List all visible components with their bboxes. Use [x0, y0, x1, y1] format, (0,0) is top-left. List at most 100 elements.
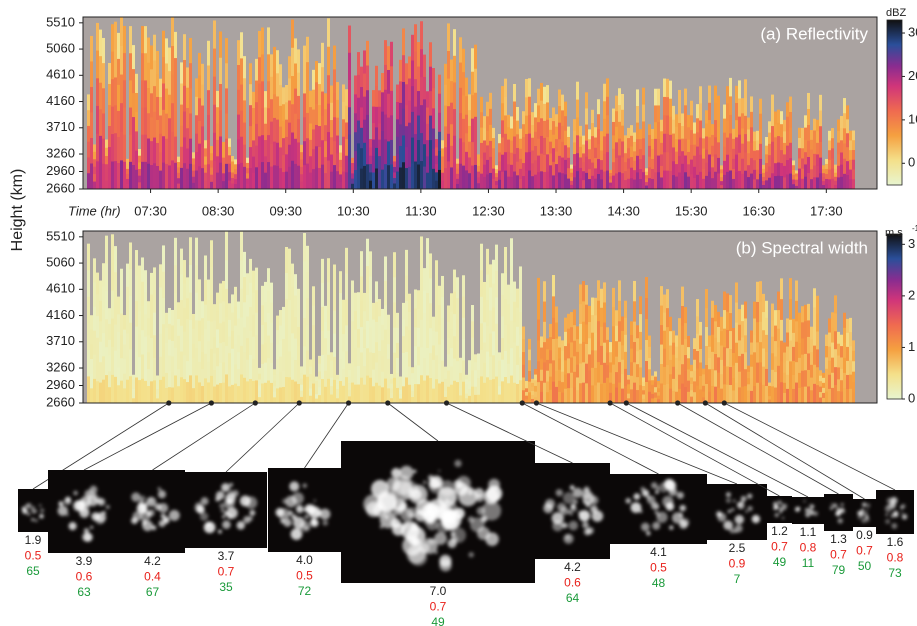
heatmap-cell — [585, 125, 588, 142]
heatmap-cell — [96, 273, 99, 295]
heatmap-cell — [114, 22, 117, 50]
heatmap-cell — [492, 158, 495, 169]
heatmap-cell — [105, 236, 108, 264]
heatmap-cell — [603, 119, 606, 137]
crystal-blob — [901, 511, 903, 513]
heatmap-cell — [156, 394, 159, 399]
heatmap-cell — [804, 354, 807, 371]
heatmap-cell — [372, 353, 375, 370]
heatmap-cell — [96, 316, 99, 338]
y-tick-label: 4160 — [46, 93, 75, 108]
heatmap-cell — [432, 345, 435, 360]
heatmap-cell — [837, 119, 840, 131]
heatmap-cell — [819, 381, 822, 387]
heatmap-cell — [441, 140, 444, 149]
heatmap-cell — [549, 130, 552, 142]
heatmap-cell — [201, 168, 204, 189]
heatmap-cell — [552, 148, 555, 162]
heatmap-cell — [162, 110, 165, 137]
heatmap-cell — [468, 389, 471, 397]
heatmap-cell — [567, 158, 570, 169]
heatmap-cell — [192, 373, 195, 388]
heatmap-cell — [204, 329, 207, 354]
heatmap-cell — [735, 323, 738, 344]
y-tick-label: 2660 — [46, 394, 75, 409]
heatmap-cell — [702, 369, 705, 375]
heatmap-cell — [372, 123, 375, 140]
particle-label: 0.7 — [856, 544, 873, 558]
heatmap-cell — [105, 156, 108, 165]
heatmap-cell — [849, 150, 852, 160]
heatmap-cell — [666, 171, 669, 190]
heatmap-cell — [450, 124, 453, 146]
heatmap-cell — [660, 154, 663, 166]
heatmap-cell — [840, 140, 843, 153]
heatmap-cell — [657, 105, 660, 122]
heatmap-cell — [267, 108, 270, 135]
heatmap-cell — [666, 308, 669, 327]
heatmap-cell — [525, 381, 528, 385]
heatmap-cell — [726, 385, 729, 404]
heatmap-cell — [462, 297, 465, 319]
crystal-blob — [717, 513, 726, 522]
heatmap-cell — [300, 160, 303, 168]
heatmap-cell — [195, 134, 198, 153]
heatmap-cell — [363, 348, 366, 367]
heatmap-cell — [180, 249, 183, 275]
heatmap-cell — [555, 152, 558, 165]
heatmap-cell — [705, 346, 708, 365]
heatmap-cell — [546, 85, 549, 103]
heatmap-cell — [558, 392, 561, 404]
heatmap-cell — [525, 171, 528, 190]
heatmap-cell — [300, 145, 303, 153]
heatmap-cell — [507, 383, 510, 403]
heatmap-cell — [513, 383, 516, 404]
heatmap-cell — [846, 175, 849, 189]
heatmap-cell — [345, 122, 348, 139]
heatmap-cell — [672, 134, 675, 148]
heatmap-cell — [195, 78, 198, 97]
heatmap-cell — [690, 365, 693, 372]
heatmap-cell — [360, 352, 363, 378]
heatmap-cell — [528, 360, 531, 371]
heatmap-cell — [381, 112, 384, 132]
heatmap-cell — [687, 347, 690, 359]
heatmap-cell — [555, 355, 558, 372]
heatmap-cell — [423, 167, 426, 190]
heatmap-cell — [495, 350, 498, 377]
heatmap-cell — [798, 313, 801, 329]
heatmap-cell — [135, 93, 138, 113]
heatmap-cell — [777, 136, 780, 150]
heatmap-cell — [210, 175, 213, 183]
heatmap-cell — [393, 167, 396, 173]
heatmap-cell — [234, 174, 237, 179]
heatmap-cell — [825, 346, 828, 358]
heatmap-cell — [438, 94, 441, 114]
heatmap-cell — [429, 116, 432, 141]
heatmap-cell — [735, 363, 738, 384]
heatmap-cell — [741, 128, 744, 144]
heatmap-cell — [432, 88, 435, 109]
heatmap-cell — [297, 142, 300, 166]
heatmap-cell — [342, 334, 345, 352]
heatmap-cell — [363, 143, 366, 167]
heatmap-cell — [111, 162, 114, 190]
heatmap-cell — [141, 162, 144, 190]
heatmap-cell — [618, 122, 621, 139]
heatmap-cell — [327, 355, 330, 380]
heatmap-cell — [723, 133, 726, 148]
heatmap-cell — [414, 107, 417, 135]
heatmap-cell — [678, 375, 681, 390]
heatmap-cell — [537, 278, 540, 299]
heatmap-cell — [834, 181, 837, 186]
crystal-blob — [437, 487, 457, 507]
heatmap-cell — [117, 111, 120, 138]
heatmap-cell — [327, 18, 330, 47]
heatmap-cell — [498, 134, 501, 144]
heatmap-cell — [402, 28, 405, 55]
heatmap-cell — [321, 355, 324, 380]
heatmap-cell — [387, 315, 390, 330]
heatmap-cell — [540, 118, 543, 136]
crystal-blob — [728, 510, 731, 513]
particle-time-marker — [253, 400, 258, 405]
